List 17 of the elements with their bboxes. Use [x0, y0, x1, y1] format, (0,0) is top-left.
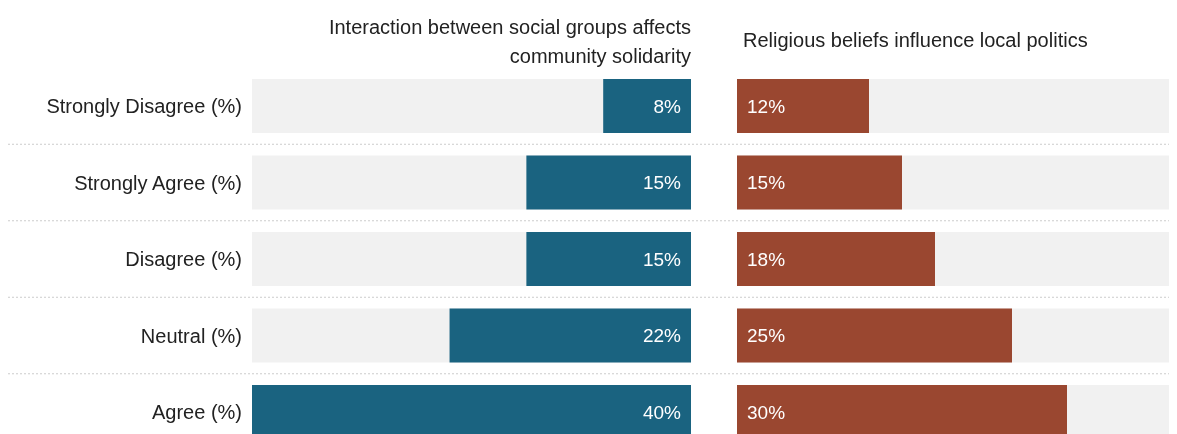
data-label: 15% [747, 172, 786, 194]
data-label: 25% [747, 325, 786, 347]
data-label: 22% [642, 325, 682, 347]
y-tick-label: Strongly Agree (%) [74, 171, 242, 194]
chart-title: Interaction between social groups affects community solidarity [328, 16, 691, 67]
data-label: 30% [747, 401, 786, 423]
y-tick-label: Disagree (%) [125, 248, 242, 270]
data-label: 15% [642, 172, 682, 194]
data-label: 12% [747, 95, 786, 117]
data-label: 8% [653, 95, 682, 117]
y-tick-label: Strongly Disagree (%) [46, 95, 242, 117]
y-tick-label: Agree (%) [151, 401, 242, 423]
data-label: 15% [642, 248, 682, 270]
chart-title: Religious beliefs influence local politics [743, 29, 1088, 51]
data-label: 18% [747, 248, 786, 270]
y-tick-label: Neutral (%) [140, 324, 242, 347]
data-label: 40% [642, 401, 682, 423]
